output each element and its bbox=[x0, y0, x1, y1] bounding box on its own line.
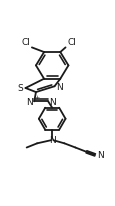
Text: S: S bbox=[17, 84, 23, 93]
Text: N: N bbox=[26, 97, 33, 106]
Text: N: N bbox=[97, 150, 103, 159]
Text: Cl: Cl bbox=[67, 38, 76, 47]
Text: N: N bbox=[49, 97, 56, 106]
Text: Cl: Cl bbox=[21, 38, 30, 47]
Text: +: + bbox=[34, 95, 40, 100]
Text: N: N bbox=[56, 82, 63, 91]
Text: N: N bbox=[48, 135, 55, 144]
